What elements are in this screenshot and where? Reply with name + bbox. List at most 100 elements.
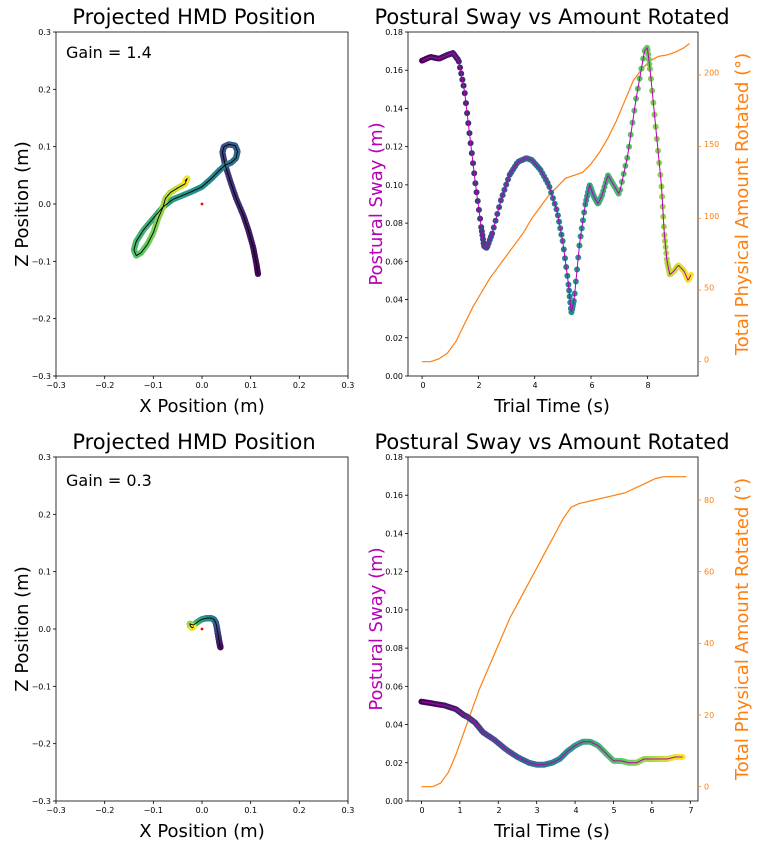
sway-line xyxy=(421,46,692,313)
x-tick-labels: 0 2 4 6 8 xyxy=(420,381,650,390)
y-tick-labels: −0.3 −0.2 −0.1 0.0 0.1 0.2 0.3 xyxy=(32,28,51,381)
y2-tick-label: 0 xyxy=(704,783,709,792)
y-tick-label: 0.0 xyxy=(38,625,51,634)
x-tick-label: −0.3 xyxy=(46,806,65,815)
x-tick-label: 4 xyxy=(573,806,578,815)
x-tick-label: −0.2 xyxy=(95,806,114,815)
y2-tick-label: 80 xyxy=(704,496,714,505)
y-tick-label: 0.04 xyxy=(385,296,403,305)
y-tick-label: −0.1 xyxy=(32,682,51,691)
y2-axis-label: Total Physical Amount Rotated (°) xyxy=(732,478,753,781)
y-tick-label: 0.04 xyxy=(385,721,403,730)
y2-tick-label: 0 xyxy=(704,355,709,364)
x-tick-label: 0.1 xyxy=(244,806,257,815)
y2-axis-label: Total Physical Amount Rotated (°) xyxy=(732,53,753,356)
y-tick-label: 0.12 xyxy=(385,143,403,152)
y-tick-label: 0.02 xyxy=(385,759,403,768)
y-tick-label: −0.2 xyxy=(32,315,51,324)
y2-tick-label: 20 xyxy=(704,711,714,720)
y2-tick-label: 40 xyxy=(704,639,714,648)
x-tick-label: 6 xyxy=(589,381,594,390)
y2-tick-label: 200 xyxy=(704,69,719,78)
panel-hmd-bottom: Projected HMD Position Gain = 0.3 −0.3 −… xyxy=(12,430,354,842)
y2-tick-label: 100 xyxy=(704,212,719,221)
x-tick-label: 7 xyxy=(688,806,693,815)
y-tick-label: 0.08 xyxy=(385,219,403,228)
plot-area xyxy=(405,456,701,804)
y2-tick-label: 60 xyxy=(704,568,714,577)
y-tick-label: 0.0 xyxy=(38,200,51,209)
y2-tick-label: 50 xyxy=(704,284,714,293)
y-tick-labels: 0.00 0.02 0.04 0.06 0.08 0.10 0.12 0.14 … xyxy=(385,28,403,381)
y-tick-label: 0.2 xyxy=(38,510,51,519)
y-tick-label: 0.2 xyxy=(38,85,51,94)
y-tick-label: −0.1 xyxy=(32,257,51,266)
x-tick-labels: −0.3 −0.2 −0.1 0.0 0.1 0.2 0.3 xyxy=(46,806,354,815)
y2-tick-label: 150 xyxy=(704,140,719,149)
y-tick-label: 0.14 xyxy=(385,104,403,113)
hmd-trajectory-line xyxy=(189,617,221,648)
y2-tick-labels: 0 20 40 60 80 xyxy=(704,496,714,792)
rotation-line xyxy=(421,476,687,788)
x-tick-label: 0.2 xyxy=(293,806,306,815)
x-tick-label: 0.0 xyxy=(196,806,209,815)
y-tick-label: 0.1 xyxy=(38,143,51,152)
y-tick-label: 0.10 xyxy=(385,181,403,190)
origin-marker xyxy=(200,202,204,206)
plot-frame xyxy=(407,456,699,802)
plot-area xyxy=(405,31,701,379)
x-tick-label: 2 xyxy=(496,806,501,815)
y-tick-label: 0.10 xyxy=(385,606,403,615)
x-tick-label: 0.1 xyxy=(244,381,257,390)
panel-sway-top: Postural Sway vs Amount Rotated 0 2 4 6 … xyxy=(366,5,753,417)
x-tick-label: −0.1 xyxy=(144,381,163,390)
x-tick-labels: −0.3 −0.2 −0.1 0.0 0.1 0.2 0.3 xyxy=(46,381,354,390)
y-axis-label: Postural Sway (m) xyxy=(366,547,387,710)
y-tick-label: 0.00 xyxy=(385,797,403,806)
y-tick-label: 0.08 xyxy=(385,644,403,653)
gain-annotation: Gain = 1.4 xyxy=(66,43,152,62)
y-tick-label: −0.2 xyxy=(32,740,51,749)
sway-line xyxy=(421,701,683,766)
x-tick-label: 6 xyxy=(649,806,654,815)
x-tick-label: −0.1 xyxy=(144,806,163,815)
plot-frame xyxy=(407,31,699,377)
x-tick-label: 2 xyxy=(476,381,481,390)
y-tick-label: −0.3 xyxy=(32,797,51,806)
y-tick-label: 0.00 xyxy=(385,372,403,381)
y-tick-label: 0.3 xyxy=(38,453,51,462)
x-tick-label: −0.2 xyxy=(95,381,114,390)
y-tick-labels: −0.3 −0.2 −0.1 0.0 0.1 0.2 0.3 xyxy=(32,453,51,806)
y-tick-label: 0.16 xyxy=(385,491,403,500)
plot-area xyxy=(53,456,349,804)
y-tick-label: 0.14 xyxy=(385,529,403,538)
y-tick-label: 0.12 xyxy=(385,568,403,577)
y-tick-label: 0.18 xyxy=(385,453,403,462)
y-axis-label: Postural Sway (m) xyxy=(366,122,387,285)
chart-title: Postural Sway vs Amount Rotated xyxy=(374,430,729,454)
y-axis-label: Z Position (m) xyxy=(12,141,33,266)
x-tick-label: 0 xyxy=(420,381,425,390)
y-tick-label: 0.1 xyxy=(38,568,51,577)
y-tick-label: −0.3 xyxy=(32,372,51,381)
x-tick-label: 8 xyxy=(645,381,650,390)
y-tick-label: 0.18 xyxy=(385,28,403,37)
y-tick-labels: 0.00 0.02 0.04 0.06 0.08 0.10 0.12 0.14 … xyxy=(385,453,403,806)
y-axis-label: Z Position (m) xyxy=(12,566,33,691)
y2-tick-labels: 0 50 100 150 200 xyxy=(704,69,719,365)
x-tick-label: 0.0 xyxy=(196,381,209,390)
panel-sway-bottom: Postural Sway vs Amount Rotated 0 1 2 3 … xyxy=(366,430,753,842)
x-tick-label: 4 xyxy=(532,381,537,390)
x-tick-label: 0 xyxy=(419,806,424,815)
x-axis-label: Trial Time (s) xyxy=(493,396,610,417)
x-tick-label: 0.3 xyxy=(342,381,355,390)
y-tick-label: 0.02 xyxy=(385,334,403,343)
x-tick-label: 0.3 xyxy=(342,806,355,815)
x-axis-label: X Position (m) xyxy=(139,396,264,417)
x-tick-label: 0.2 xyxy=(293,381,306,390)
x-tick-label: 1 xyxy=(457,806,462,815)
x-tick-label: 3 xyxy=(534,806,539,815)
x-tick-label: 5 xyxy=(611,806,616,815)
y-tick-label: 0.06 xyxy=(385,682,403,691)
